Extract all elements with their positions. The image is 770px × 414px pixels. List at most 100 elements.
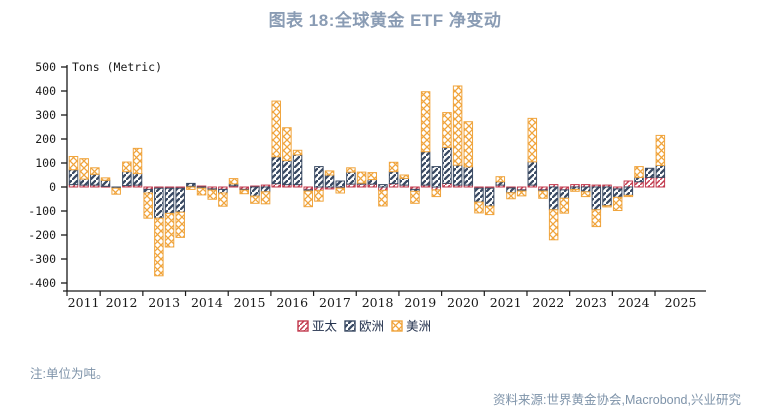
bar-segment-2024Q1-欧洲 <box>612 188 623 198</box>
y-axis: 500 400 300 200 100 0 -100 -200 -300 -400 Tons (Me… <box>28 60 162 291</box>
bar-segment-2012Q3-美洲 <box>122 161 132 173</box>
bar-segment-2022Q4-欧洲 <box>559 189 570 199</box>
bar-segment-2016Q3-美洲 <box>292 149 303 156</box>
bar-segment-2017Q1-美洲 <box>314 189 324 202</box>
bar-segment-2014Q2-美洲 <box>196 187 207 196</box>
bar-segment-2017Q3-美洲 <box>335 187 345 194</box>
bar-segment-2015Q4-美洲 <box>260 191 271 205</box>
y-tick-label: -100 <box>28 204 56 218</box>
legend-item-2: 欧洲 <box>344 319 384 334</box>
bar-segment-2014Q3-美洲 <box>207 189 217 200</box>
x-tick-label: 2012 <box>106 295 138 310</box>
bar-segment-2018Q2-欧洲 <box>367 179 378 185</box>
bar-segment-2013Q3-美洲 <box>164 212 175 248</box>
bar-segment-2024Q1-美洲 <box>612 196 623 212</box>
x-tick-label: 2011 <box>68 295 100 310</box>
bar-segment-2019Q3-欧洲 <box>420 151 431 186</box>
bar-segment-2013Q1-美洲 <box>143 192 153 219</box>
bar-segment-2020Q2-美洲 <box>452 85 463 166</box>
legend-label: 欧洲 <box>359 319 384 334</box>
bar-segment-2019Q3-美洲 <box>420 91 431 153</box>
bar-segment-2017Q2-欧洲 <box>324 174 335 188</box>
bar-segment-2015Q4-欧洲 <box>260 186 271 193</box>
bar-segment-2020Q1-美洲 <box>442 112 452 148</box>
legend-label: 美洲 <box>406 319 431 334</box>
bar-segment-2024Q4-亚太 <box>644 176 655 188</box>
bar-segment-2011Q4-欧洲 <box>90 173 100 186</box>
y-tick-label: 500 <box>35 60 56 74</box>
bar-segment-2013Q3-欧洲 <box>164 187 175 214</box>
y-tick-label: 200 <box>35 132 56 146</box>
bar-segment-2024Q2-欧洲 <box>623 186 634 196</box>
bar-segment-2020Q3-美洲 <box>463 121 474 168</box>
bar-segment-2013Q1-欧洲 <box>143 188 153 194</box>
bar-segment-2015Q3-欧洲 <box>250 186 260 197</box>
bar-segment-2021Q3-欧洲 <box>506 187 516 194</box>
bar-segment-2015Q1-美洲 <box>228 178 239 185</box>
bar-segment-2024Q3-亚太 <box>634 181 644 188</box>
bars <box>68 85 666 277</box>
bar-segment-2023Q3-欧洲 <box>591 186 602 211</box>
bar-segment-2011Q2-欧洲 <box>68 169 79 186</box>
bar-segment-2018Q2-美洲 <box>367 172 378 181</box>
bar-segment-2017Q4-欧洲 <box>346 171 356 185</box>
legend-swatch <box>391 320 403 332</box>
bar-segment-2016Q3-欧洲 <box>292 154 303 186</box>
bar-segment-2014Q4-美洲 <box>218 192 228 207</box>
bar-segment-2022Q3-欧洲 <box>548 186 559 211</box>
bar-segment-2024Q4-欧洲 <box>644 167 655 178</box>
bar-segment-2014Q1-欧洲 <box>186 182 196 187</box>
bar-segment-2024Q3-美洲 <box>634 166 644 178</box>
y-tick-label: 400 <box>35 84 56 98</box>
bar-segment-2021Q1-美洲 <box>484 205 495 216</box>
bar-segment-2024Q3-欧洲 <box>634 176 644 183</box>
y-tick-label: -300 <box>28 252 56 266</box>
bar-segment-2013Q2-美洲 <box>154 217 164 277</box>
bar-segment-2012Q4-欧洲 <box>132 173 143 186</box>
bar-segment-2021Q4-美洲 <box>516 190 527 197</box>
bar-segment-2018Q3-美洲 <box>378 189 388 207</box>
x-axis: 2011 2012 2013 2014 2015 2016 2017 2018 2019 2020… <box>63 290 706 310</box>
bar-segment-2020Q1-欧洲 <box>442 146 452 184</box>
bar-segment-2022Q1-欧洲 <box>527 161 538 186</box>
source-note: 资料来源:世界黄金协会,Macrobond,兴业研究 <box>493 393 741 407</box>
x-tick-label: 2015 <box>234 295 266 310</box>
bar-segment-2017Q1-欧洲 <box>314 166 324 188</box>
bar-segment-2023Q4-欧洲 <box>602 186 612 207</box>
bar-segment-2011Q2-美洲 <box>68 156 79 171</box>
bar-segment-2016Q1-欧洲 <box>271 156 281 185</box>
x-tick-label: 2025 <box>665 295 697 310</box>
bar-segment-2019Q4-欧洲 <box>431 166 442 188</box>
y-tick-label: -200 <box>28 228 56 242</box>
page-title: 图表 18:全球黄金 ETF 净变动 <box>268 11 502 30</box>
legend-item-1: 亚太 <box>297 319 338 334</box>
bar-segment-2016Q4-美洲 <box>303 190 313 208</box>
bar-segment-2012Q1-欧洲 <box>100 179 111 187</box>
bar-segment-2015Q2-美洲 <box>239 189 249 195</box>
bar-segment-2013Q4-美洲 <box>175 211 185 238</box>
x-tick-label: 2018 <box>362 295 394 310</box>
bar-segment-2021Q1-欧洲 <box>484 187 495 207</box>
bar-segment-2019Q1-欧洲 <box>399 177 410 186</box>
bar-segment-2011Q4-美洲 <box>90 167 100 175</box>
legend: 亚太 欧洲 美洲 <box>297 319 431 334</box>
bar-segment-2017Q2-美洲 <box>324 170 335 176</box>
x-tick-label: 2021 <box>490 295 522 310</box>
x-tick-label: 2014 <box>191 295 223 310</box>
bar-segment-2023Q2-欧洲 <box>580 186 591 193</box>
bar-segment-2024Q2-美洲 <box>623 194 634 198</box>
bar-segment-2024Q2-亚太 <box>623 180 634 188</box>
x-tick-label: 2022 <box>532 295 564 310</box>
bar-segment-2020Q4-美洲 <box>474 201 484 214</box>
bar-segment-2021Q3-美洲 <box>506 192 516 200</box>
bar-segment-2025Q1-亚太 <box>655 176 666 188</box>
legend-swatch <box>297 320 309 332</box>
bar-segment-2020Q3-欧洲 <box>463 166 474 186</box>
bar-segment-2012Q4-美洲 <box>132 147 143 175</box>
legend-item-3: 美洲 <box>391 319 431 334</box>
bar-segment-2020Q4-欧洲 <box>474 187 484 203</box>
bar-segment-2023Q2-美洲 <box>580 191 591 198</box>
bar-segment-2012Q3-欧洲 <box>122 171 132 187</box>
bar-segment-2019Q4-美洲 <box>431 189 442 198</box>
